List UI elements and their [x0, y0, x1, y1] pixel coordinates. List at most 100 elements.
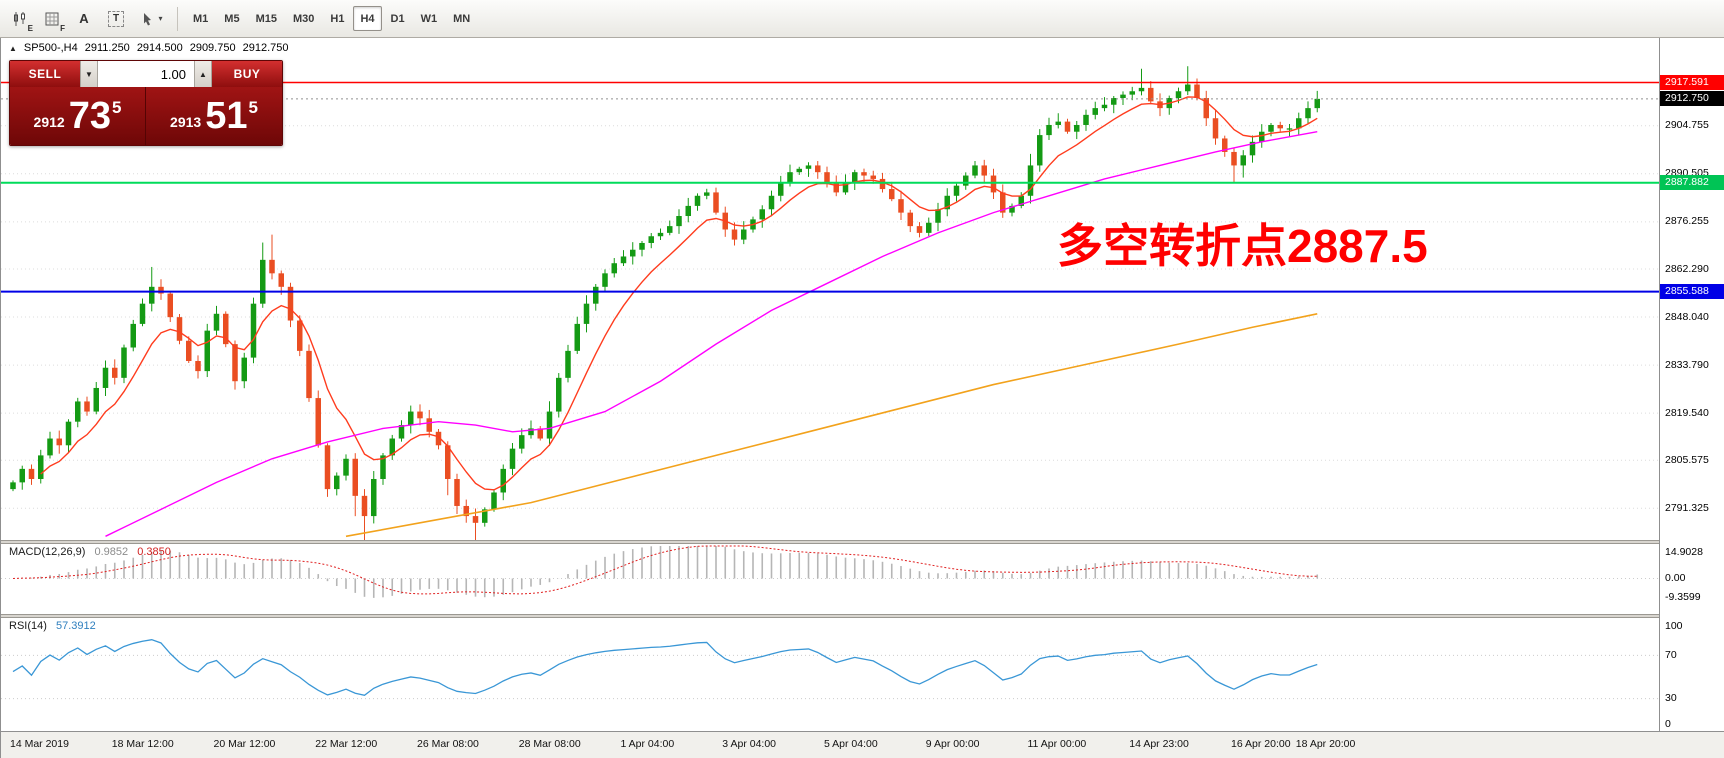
- timeframe-button-m30[interactable]: M30: [292, 13, 315, 25]
- buy-button[interactable]: BUY: [212, 61, 282, 87]
- macd-name: MACD(12,26,9): [9, 546, 86, 558]
- timeframe-button-d1[interactable]: D1: [390, 13, 405, 25]
- price-marker-2887.882: 2887.882: [1660, 175, 1724, 191]
- top-toolbar: E F A T ▾ M1 M5 M15 M30 H1 H4 D1 W1 MN: [0, 0, 1724, 38]
- chart-text-annotation[interactable]: 多空转折点2887.5: [1057, 220, 1428, 272]
- trade-controls-row: SELL ▼ ▲ BUY: [10, 61, 282, 87]
- rsi-layer: [1, 639, 1659, 700]
- grid-icon: [45, 12, 59, 25]
- ma-medium-line: [105, 131, 1318, 537]
- timeframe-button-h4[interactable]: H4: [353, 6, 382, 31]
- timeframe-button-m5[interactable]: M5: [224, 13, 240, 25]
- chart-window: ▲ SP500-,H4 2911.250 2914.500 2909.750 2…: [0, 38, 1724, 758]
- macd-scale-label: 0.00: [1665, 572, 1686, 584]
- volume-down-button[interactable]: ▼: [80, 61, 98, 87]
- ask-main-digits: 51: [205, 95, 248, 137]
- time-axis-label: 1 Apr 04:00: [620, 738, 675, 750]
- rsi-line: [12, 639, 1318, 697]
- ma-slow-line: [345, 313, 1318, 538]
- time-axis-label: 14 Apr 23:00: [1129, 738, 1189, 750]
- tool-sub-label-f: F: [60, 23, 65, 33]
- volume-input[interactable]: [98, 61, 194, 87]
- ohlc-open: 2911.250: [84, 42, 130, 54]
- time-axis-label: 22 Mar 12:00: [315, 738, 378, 750]
- ask-prefix: 2913: [170, 114, 202, 130]
- chart-ohlc-header: ▲ SP500-,H4 2911.250 2914.500 2909.750 2…: [9, 42, 288, 54]
- ask-price-display[interactable]: 2913 51 5: [146, 87, 282, 145]
- toolbar-separator: [177, 6, 178, 31]
- time-axis-label: 28 Mar 08:00: [518, 738, 581, 750]
- price-scale-label: 2848.040: [1665, 310, 1709, 323]
- macd-indicator-label: MACD(12,26,9) 0.9852 0.3850: [9, 546, 171, 558]
- bid-price-display[interactable]: 2912 73 5: [10, 87, 146, 145]
- time-axis-label: 20 Mar 12:00: [213, 738, 276, 750]
- letter-a-icon: A: [79, 11, 89, 26]
- rsi-scale-label: 100: [1665, 619, 1683, 632]
- time-axis-label: 18 Mar 12:00: [111, 738, 174, 750]
- macd-main-value: 0.9852: [94, 546, 129, 558]
- chevron-down-icon: ▾: [158, 14, 163, 23]
- rsi-scale-label: 70: [1665, 648, 1677, 661]
- macd-signal-value: 0.3850: [137, 546, 171, 558]
- bid-pip-digit: 5: [111, 98, 122, 117]
- boxed-t-icon: T: [108, 10, 124, 27]
- chart-style-tool-button[interactable]: E: [4, 4, 36, 34]
- price-scale[interactable]: 2904.755 2890.505 2876.255 2862.290 2848.040…: [1659, 38, 1724, 731]
- ask-pip-digit: 5: [248, 98, 258, 117]
- text-box-tool-button[interactable]: T: [100, 4, 132, 34]
- cursor-arrow-icon: [144, 12, 152, 25]
- rsi-value: 57.3912: [55, 620, 96, 632]
- price-marker-2917.591: 2917.591: [1660, 75, 1724, 90]
- timeframe-button-mn[interactable]: MN: [453, 13, 471, 25]
- time-axis-label: 14 Mar 2019: [10, 738, 69, 750]
- rsi-indicator-label: RSI(14) 57.3912: [9, 620, 96, 632]
- price-scale-label: 2819.540: [1665, 406, 1709, 419]
- macd-scale-label: 14.9028: [1665, 545, 1703, 558]
- one-click-trading-widget: SELL ▼ ▲ BUY 2912 73 5 2913 51 5: [9, 60, 283, 146]
- rsi-scale-label: 0: [1665, 717, 1671, 730]
- macd-layer: [1, 545, 1659, 598]
- price-scale-label: 2862.290: [1665, 262, 1709, 275]
- price-scale-label: 2791.325: [1665, 501, 1709, 514]
- bid-prefix: 2912: [33, 114, 65, 130]
- time-axis-label: 16 Apr 20:00: [1231, 738, 1291, 750]
- time-axis-label: 26 Mar 08:00: [417, 738, 479, 750]
- panel-splitter-macd[interactable]: [1, 540, 1724, 544]
- price-scale-label: 2805.575: [1665, 453, 1709, 466]
- time-axis[interactable]: 14 Mar 2019 18 Mar 12:00 20 Mar 12:00 22 Ma…: [1, 731, 1724, 758]
- ohlc-close: 2912.750: [242, 42, 289, 54]
- current-price-marker: 2912.750: [1660, 91, 1724, 107]
- macd-scale-label: -9.3599: [1665, 591, 1701, 604]
- price-scale-label: 2833.790: [1665, 358, 1709, 371]
- ohlc-high: 2914.500: [136, 42, 183, 54]
- grid-tool-button[interactable]: F: [36, 4, 68, 34]
- timeframe-button-w1[interactable]: W1: [420, 13, 438, 25]
- text-label-tool-button[interactable]: A: [68, 4, 100, 34]
- cursor-tool-button[interactable]: ▾: [132, 4, 172, 34]
- timeframe-button-h1[interactable]: H1: [330, 13, 345, 25]
- ma-fast-line: [40, 96, 1318, 491]
- rsi-name: RSI(14): [9, 620, 47, 632]
- symbol-timeframe-label: SP500-,H4: [23, 42, 78, 54]
- sell-button[interactable]: SELL: [10, 61, 80, 87]
- time-axis-label: 18 Apr 20:00: [1295, 738, 1356, 750]
- volume-up-button[interactable]: ▲: [194, 61, 212, 87]
- time-axis-label: 11 Apr 00:00: [1027, 738, 1087, 750]
- collapse-icon[interactable]: ▲: [9, 43, 17, 53]
- price-marker-2855.588: 2855.588: [1660, 284, 1724, 300]
- timeframe-button-m1[interactable]: M1: [193, 13, 209, 25]
- price-scale-label: 2876.255: [1665, 215, 1709, 228]
- ohlc-low: 2909.750: [189, 42, 236, 54]
- timeframe-button-m15[interactable]: M15: [255, 13, 277, 25]
- bid-main-digits: 73: [68, 95, 111, 137]
- bid-ask-row: 2912 73 5 2913 51 5: [10, 87, 282, 145]
- time-axis-label: 5 Apr 04:00: [824, 738, 878, 750]
- panel-splitter-rsi[interactable]: [1, 614, 1724, 618]
- tool-sub-label-e: E: [27, 23, 33, 33]
- price-scale-label: 2904.755: [1665, 119, 1709, 132]
- macd-signal-line: [12, 545, 1318, 595]
- time-axis-label: 9 Apr 00:00: [925, 738, 980, 750]
- candlestick-icon: [14, 11, 25, 26]
- timeframe-group: M1 M5 M15 M30 H1 H4 D1 W1 MN: [185, 6, 478, 31]
- rsi-scale-label: 30: [1665, 692, 1677, 705]
